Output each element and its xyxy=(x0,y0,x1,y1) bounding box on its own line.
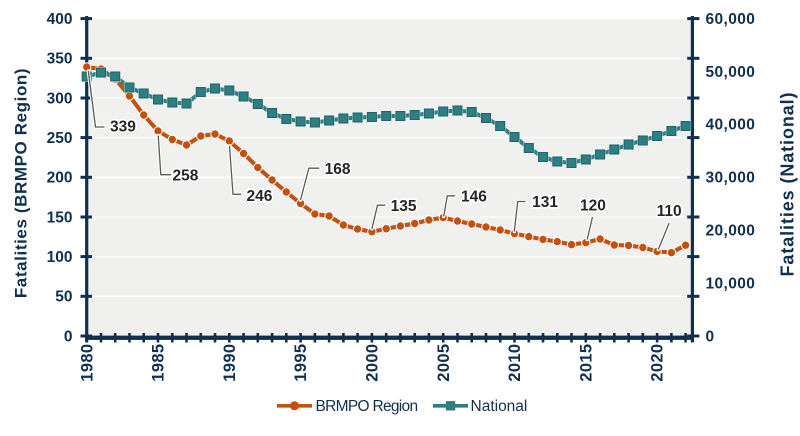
svg-text:0: 0 xyxy=(64,328,73,345)
svg-text:258: 258 xyxy=(173,167,199,184)
svg-text:40,000: 40,000 xyxy=(706,117,756,134)
svg-text:168: 168 xyxy=(325,161,351,178)
svg-text:2015: 2015 xyxy=(577,344,595,382)
svg-text:400: 400 xyxy=(47,11,73,28)
svg-text:0: 0 xyxy=(706,328,715,345)
svg-text:1990: 1990 xyxy=(221,344,239,382)
svg-text:1980: 1980 xyxy=(78,344,96,382)
svg-text:100: 100 xyxy=(47,249,73,266)
svg-text:50,000: 50,000 xyxy=(706,64,756,81)
svg-text:110: 110 xyxy=(657,203,682,220)
svg-text:135: 135 xyxy=(391,198,417,215)
svg-text:Fatalities (National): Fatalities (National) xyxy=(778,92,798,277)
svg-text:2020: 2020 xyxy=(649,344,667,382)
svg-text:2000: 2000 xyxy=(364,344,382,382)
svg-text:2010: 2010 xyxy=(506,344,524,382)
svg-text:BRMPO Region: BRMPO Region xyxy=(316,398,418,415)
svg-text:339: 339 xyxy=(110,118,136,135)
svg-text:146: 146 xyxy=(461,189,487,206)
svg-text:200: 200 xyxy=(47,170,73,187)
svg-text:50: 50 xyxy=(55,289,72,306)
svg-text:National: National xyxy=(471,398,528,415)
svg-text:10,000: 10,000 xyxy=(706,275,756,292)
svg-text:150: 150 xyxy=(47,209,73,226)
svg-text:250: 250 xyxy=(47,130,73,147)
svg-text:246: 246 xyxy=(247,188,273,205)
svg-text:300: 300 xyxy=(47,90,73,107)
svg-text:Fatalities (BRMPO Region): Fatalities (BRMPO Region) xyxy=(12,68,31,298)
svg-text:30,000: 30,000 xyxy=(706,170,756,187)
svg-text:60,000: 60,000 xyxy=(706,11,756,28)
svg-text:350: 350 xyxy=(47,51,73,68)
svg-text:1995: 1995 xyxy=(292,344,310,382)
svg-text:1985: 1985 xyxy=(150,344,168,382)
svg-text:2005: 2005 xyxy=(435,344,453,382)
svg-text:120: 120 xyxy=(580,198,606,215)
svg-text:20,000: 20,000 xyxy=(706,223,756,240)
svg-text:131: 131 xyxy=(532,194,558,211)
